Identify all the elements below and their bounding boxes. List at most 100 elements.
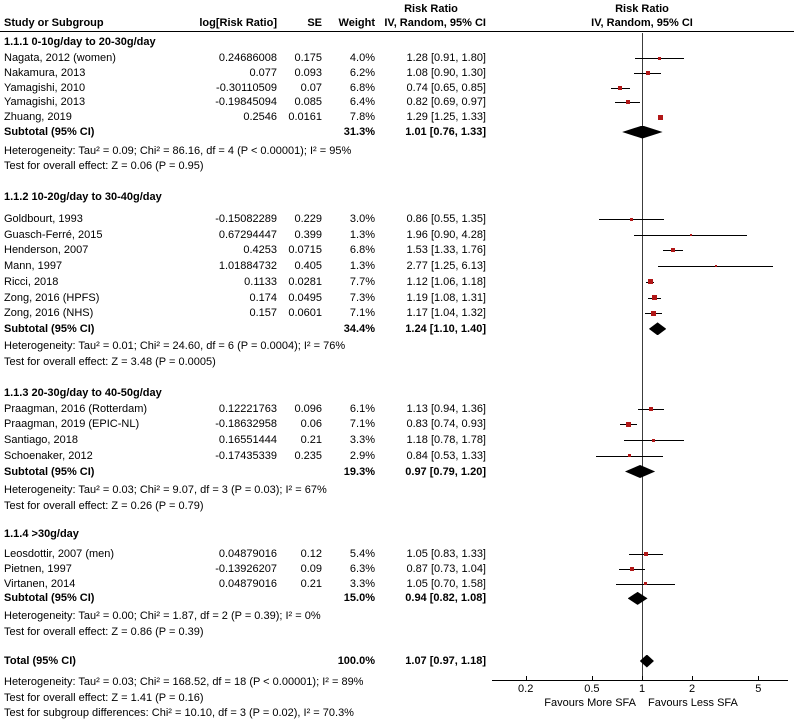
axis-tick-label: 0.2 — [518, 683, 534, 695]
study-ci-text: 1.29 [1.25, 1.33] — [406, 111, 486, 124]
study-se: 0.0161 — [288, 111, 322, 124]
axis-tick-label: 2 — [689, 683, 696, 695]
study-ci-text: 2.77 [1.25, 6.13] — [406, 260, 486, 273]
study-se: 0.175 — [294, 52, 322, 64]
study-ci-text: 1.13 [0.94, 1.36] — [406, 402, 486, 415]
effect-marker — [626, 421, 632, 427]
effect-measure-label-right: Risk Ratio — [615, 3, 669, 15]
study-log-rr: 0.04879016 — [218, 577, 277, 590]
study-weight: 7.1% — [349, 307, 375, 320]
study-log-rr: 0.1133 — [244, 275, 277, 288]
total-weight: 100.0% — [337, 655, 375, 667]
study-ci-text: 1.28 [0.91, 1.80] — [406, 52, 486, 64]
heterogeneity-text: Heterogeneity: Tau² = 0.09; Chi² = 86.16… — [4, 144, 352, 157]
study-weight: 7.8% — [349, 111, 375, 124]
study-name: Praagman, 2016 (Rotterdam) — [4, 402, 148, 415]
study-se: 0.09 — [300, 563, 322, 575]
effect-marker — [643, 552, 648, 557]
favours-left-label: Favours More SFA — [544, 697, 636, 709]
study-log-rr: 0.174 — [249, 291, 277, 304]
subtotal-label: Subtotal (95% CI) — [4, 126, 95, 138]
study-weight: 3.0% — [349, 213, 375, 225]
subtotal-weight: 15.0% — [343, 592, 375, 605]
study-name: Praagman, 2019 (EPIC-NL) — [4, 418, 140, 431]
study-name: Zong, 2016 (HPFS) — [4, 291, 100, 304]
heterogeneity-text: Heterogeneity: Tau² = 0.03; Chi² = 9.07,… — [4, 483, 327, 496]
total-label: Total (95% CI) — [4, 655, 76, 667]
study-se: 0.06 — [300, 418, 322, 431]
subtotal-ci-text: 0.97 [0.79, 1.20] — [405, 465, 486, 478]
study-log-rr: 0.12221763 — [218, 402, 277, 415]
study-weight: 3.3% — [349, 434, 375, 446]
effect-marker — [647, 279, 653, 285]
subgroup-differences-text: Test for subgroup differences: Chi² = 10… — [4, 707, 354, 719]
study-weight: 3.3% — [349, 577, 375, 590]
study-weight: 7.7% — [349, 275, 375, 288]
study-weight: 6.2% — [349, 66, 375, 79]
effect-marker — [652, 295, 658, 300]
study-ci-text: 0.83 [0.74, 0.93] — [406, 418, 486, 431]
study-log-rr: 0.4253 — [243, 244, 277, 257]
subtotal-ci-text: 1.01 [0.76, 1.33] — [405, 126, 486, 138]
subtotal-weight: 34.4% — [343, 322, 375, 335]
col-header-study: Study or Subgroup — [4, 17, 104, 29]
section-title: 1.1.3 20-30g/day to 40-50g/day — [4, 386, 162, 399]
study-ci-text: 0.84 [0.53, 1.33] — [406, 449, 486, 462]
study-log-rr: 1.01884732 — [218, 260, 277, 273]
study-log-rr: 0.2546 — [243, 111, 277, 124]
study-ci-text: 0.82 [0.69, 0.97] — [406, 96, 486, 109]
effect-marker — [629, 217, 633, 221]
section-title: 1.1.1 0-10g/day to 20-30g/day — [4, 35, 156, 48]
subtotal-ci-text: 1.24 [1.10, 1.40] — [405, 322, 486, 335]
axis-tick-label: 1 — [638, 683, 646, 695]
study-se: 0.399 — [294, 228, 322, 241]
axis-tick — [525, 676, 527, 681]
study-name: Santiago, 2018 — [4, 434, 79, 446]
subtotal-diamond — [648, 322, 667, 336]
study-weight: 7.3% — [349, 291, 375, 304]
axis-tick — [591, 676, 593, 681]
col-header-log-risk-ratio: log[Risk Ratio] — [199, 17, 277, 29]
study-name: Goldbourt, 1993 — [4, 213, 83, 225]
subtotal-ci-text: 0.94 [0.82, 1.08] — [405, 592, 486, 605]
study-name: Zong, 2016 (NHS) — [4, 307, 94, 320]
study-name: Nakamura, 2013 — [4, 66, 86, 79]
study-log-rr: 0.16551444 — [218, 434, 277, 446]
study-se: 0.229 — [294, 213, 322, 225]
effect-marker — [657, 114, 663, 120]
study-weight: 2.9% — [349, 449, 375, 462]
col-header-ci: IV, Random, 95% CI — [384, 17, 486, 29]
effect-marker — [625, 100, 630, 105]
axis-tick — [642, 676, 643, 681]
axis-tick — [758, 676, 760, 681]
study-ci-text: 1.18 [0.78, 1.78] — [406, 434, 486, 446]
study-weight: 6.1% — [349, 402, 375, 415]
header-divider — [0, 31, 794, 32]
effect-marker — [618, 85, 623, 90]
overall-effect-text: Test for overall effect: Z = 0.86 (P = 0… — [4, 625, 204, 638]
study-name: Guasch-Ferré, 2015 — [4, 228, 103, 241]
subtotal-diamond — [624, 465, 656, 478]
study-weight: 7.1% — [349, 418, 375, 431]
study-weight: 6.8% — [349, 81, 375, 94]
axis-tick-label: 5 — [755, 683, 762, 695]
study-ci-text: 0.86 [0.55, 1.35] — [406, 213, 486, 225]
effect-marker — [689, 233, 692, 236]
subtotal-diamond — [627, 591, 648, 605]
study-weight: 6.8% — [349, 244, 375, 257]
study-name: Leosdottir, 2007 (men) — [4, 548, 115, 561]
section-title: 1.1.2 10-20g/day to 30-40g/day — [4, 191, 162, 203]
section-title: 1.1.4 >30g/day — [4, 528, 79, 540]
study-name: Nagata, 2012 (women) — [4, 52, 116, 64]
study-log-rr: 0.077 — [249, 66, 277, 79]
effect-marker — [714, 265, 717, 268]
heterogeneity-text: Heterogeneity: Tau² = 0.01; Chi² = 24.60… — [4, 340, 346, 352]
study-se: 0.093 — [294, 66, 322, 79]
effect-marker — [644, 582, 648, 586]
study-log-rr: 0.67294447 — [218, 228, 277, 241]
overall-effect-text: Test for overall effect: Z = 0.26 (P = 0… — [4, 499, 204, 512]
study-se: 0.0281 — [288, 275, 322, 288]
study-log-rr: 0.04879016 — [218, 548, 277, 561]
study-se: 0.0715 — [288, 244, 322, 257]
study-name: Henderson, 2007 — [4, 244, 89, 257]
